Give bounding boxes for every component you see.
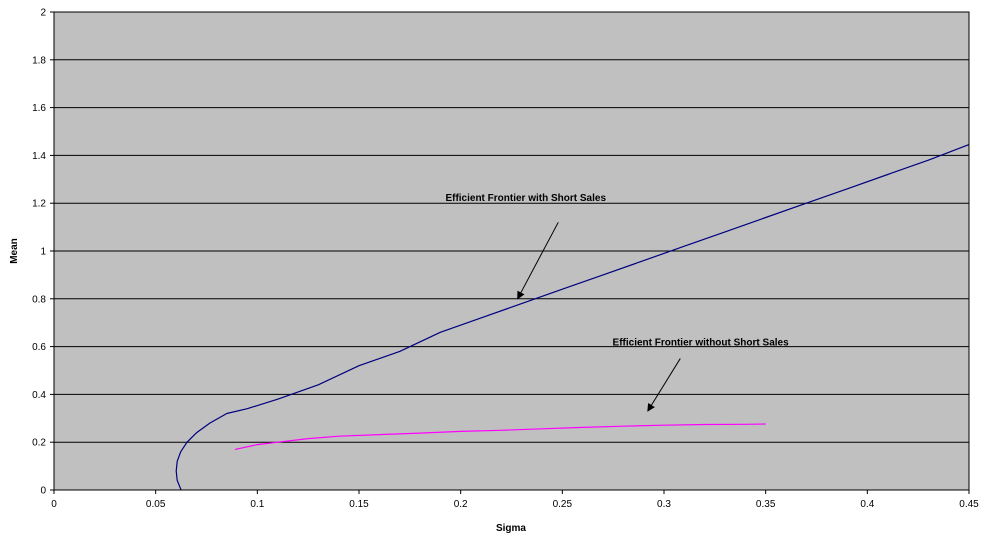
annotation-arrow-2 (647, 358, 681, 412)
y-tick-label: 0 (40, 486, 46, 497)
y-tick-label: 1.2 (32, 199, 46, 210)
x-tick-label: 0.4 (860, 499, 874, 510)
x-tick-label: 0.3 (657, 499, 671, 510)
x-axis: 0 0.05 0.1 0.15 0.2 0.25 0.3 0.35 0.4 0.45 (51, 490, 979, 510)
y-tick-label: 2 (40, 8, 46, 19)
annotation-label-2: Efficient Frontier without Short Sales (613, 337, 790, 348)
x-tick-label: 0.15 (349, 499, 369, 510)
annotations: Efficient Frontier with Short Sales Effic… (445, 193, 790, 412)
x-tick-label: 0.2 (454, 499, 468, 510)
grid-lines (54, 59, 969, 443)
x-tick-label: 0.1 (250, 499, 264, 510)
y-tick-label: 1.4 (32, 151, 46, 162)
y-tick-label: 1.8 (32, 55, 46, 66)
annotation-arrow-1 (517, 222, 559, 300)
y-tick-label: 1.6 (32, 103, 46, 114)
x-tick-label: 0.35 (756, 499, 776, 510)
series-line-2 (234, 423, 766, 450)
y-tick-label: 1 (40, 247, 46, 258)
y-tick-label: 0.4 (32, 390, 46, 401)
x-tick-label: 0 (51, 499, 57, 510)
x-tick-label: 0.05 (146, 499, 166, 510)
y-tick-label: 0.8 (32, 294, 46, 305)
x-tick-label: 0.45 (959, 499, 979, 510)
series-layer (175, 144, 970, 491)
annotation-label-1: Efficient Frontier with Short Sales (445, 193, 606, 204)
x-axis-title: Sigma (496, 523, 526, 534)
x-tick-label: 0.25 (553, 499, 573, 510)
y-axis-title: Mean (9, 238, 20, 264)
y-tick-label: 0.2 (32, 438, 46, 449)
y-axis: 0 0.2 0.4 0.6 0.8 1 1.2 1.4 1.6 1.8 2 (32, 8, 54, 497)
series-line-1 (175, 144, 970, 491)
y-tick-label: 0.6 (32, 342, 46, 353)
